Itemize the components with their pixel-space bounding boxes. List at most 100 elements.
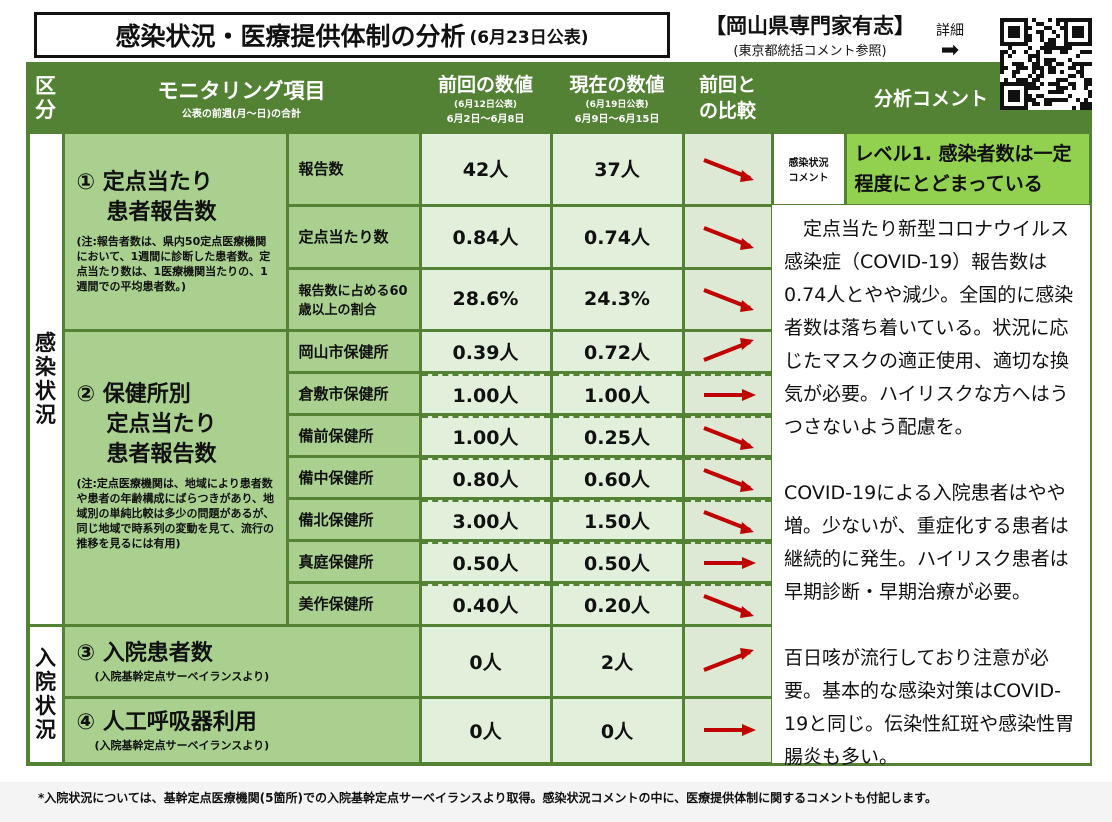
row-current-value: 0.50人 bbox=[552, 541, 682, 581]
row-prev-value: 42人 bbox=[421, 133, 550, 204]
row-label: 岡山市保健所 bbox=[288, 331, 419, 371]
row-label: 報告数 bbox=[288, 133, 419, 204]
row-current-value: 0.72人 bbox=[552, 331, 682, 371]
header-prev-label: 前回の数値 bbox=[437, 74, 533, 96]
row-prev-value: 0人 bbox=[421, 626, 550, 696]
prev-value: 1.00人 bbox=[452, 384, 519, 407]
row-label-text: 備北保健所 bbox=[298, 510, 374, 529]
arrow-up-icon bbox=[702, 338, 754, 362]
row-prev-value: 0.39人 bbox=[421, 331, 550, 371]
prev-value: 1.00人 bbox=[452, 426, 519, 449]
current-value: 1.00人 bbox=[584, 384, 650, 407]
row-current-value: 37人 bbox=[552, 133, 682, 204]
row-prev-value: 0.40人 bbox=[421, 583, 550, 624]
row-current-value: 2人 bbox=[552, 626, 682, 696]
row-label: 備中保健所 bbox=[288, 457, 419, 497]
row-compare bbox=[684, 331, 771, 371]
row-compare bbox=[684, 541, 771, 581]
row-current-value: 1.00人 bbox=[552, 373, 682, 413]
header-kubun: 区分 bbox=[29, 64, 62, 131]
row-prev-value: 1.00人 bbox=[421, 415, 550, 455]
row-label-text: 真庭保健所 bbox=[298, 552, 374, 571]
group-title: ③ 入院患者数 bbox=[76, 640, 213, 666]
row-label-text: 岡山市保健所 bbox=[298, 342, 389, 361]
row-label: 定点当たり数 bbox=[288, 206, 419, 267]
arrow-flat-icon bbox=[703, 724, 756, 736]
prev-value: 0.84人 bbox=[452, 227, 519, 249]
row-current-value: 0.60人 bbox=[552, 457, 682, 497]
row-label-text: 備前保健所 bbox=[298, 426, 374, 445]
row-prev-value: 1.00人 bbox=[421, 373, 550, 413]
arrow-right-icon: ➡ bbox=[940, 38, 960, 63]
row-label-text: 倉敷市保健所 bbox=[298, 384, 389, 403]
row-label-text: 美作保健所 bbox=[298, 595, 374, 613]
header-item: モニタリング項目 公表の前週(月～日)の合計 bbox=[64, 64, 419, 131]
row-compare bbox=[684, 133, 771, 204]
detail-link[interactable]: 詳細 ➡ bbox=[936, 20, 964, 62]
comment-paragraph: 百日咳が流行しており注意が必要。基本的な感染対策はCOVID-19と同じ。伝染性… bbox=[784, 647, 1075, 768]
row-label: 真庭保健所 bbox=[288, 541, 419, 581]
arrow-down-icon bbox=[702, 467, 754, 492]
prev-value: 0.50人 bbox=[452, 552, 519, 575]
row-compare bbox=[684, 583, 771, 624]
row-current-value: 0.25人 bbox=[552, 415, 682, 455]
row-label: 美作保健所 bbox=[288, 583, 419, 624]
row-label-text: 備中保健所 bbox=[298, 468, 374, 487]
header-item-label: モニタリング項目 bbox=[157, 79, 326, 103]
row-prev-value: 0.84人 bbox=[421, 206, 550, 267]
header-cur: 現在の数値 (6月19日公表) 6月9日～6月15日 bbox=[552, 64, 682, 131]
header-cur-sub1: (6月19日公表) bbox=[585, 100, 649, 110]
row-current-value: 0.74人 bbox=[552, 206, 682, 267]
page-title: 感染状況・医療提供体制の分析 (6月23日公表) bbox=[34, 12, 670, 58]
category-hospital: 入院状況 bbox=[29, 626, 62, 762]
header-prev-sub2: 6月2日～6月8日 bbox=[446, 114, 525, 125]
current-value: 0.25人 bbox=[584, 426, 650, 449]
row-label-text: 報告数に占める60歳以上の割合 bbox=[298, 284, 408, 318]
group-title: ④ 人工呼吸器利用 bbox=[76, 709, 257, 735]
header-compare: 前回との比較 bbox=[684, 64, 771, 131]
prev-value: 0.39人 bbox=[452, 341, 519, 364]
row-compare bbox=[684, 373, 771, 413]
expert-name: 【岡山県専門家有志】 bbox=[705, 14, 915, 38]
comment-paragraph: 定点当たり新型コロナウイルス感染症（COVID-19）報告数は0.74人とやや減… bbox=[784, 218, 1074, 438]
current-value: 0.72人 bbox=[584, 341, 650, 364]
group-title: 患者報告数 bbox=[106, 441, 217, 467]
expert-heading: 【岡山県専門家有志】 (東京都統括コメント参照) bbox=[690, 10, 930, 59]
group-3: ③ 入院患者数 (入院基幹定点サーベイランスより) bbox=[64, 626, 419, 696]
current-value: 1.50人 bbox=[584, 510, 650, 533]
expert-note: (東京都統括コメント参照) bbox=[733, 44, 887, 59]
comment-tag: 感染状況コメント bbox=[773, 133, 844, 204]
header-cur-label: 現在の数値 bbox=[569, 74, 665, 96]
row-prev-value: 0人 bbox=[421, 698, 550, 762]
category-infection: 感染状況 bbox=[29, 133, 62, 624]
row-prev-value: 28.6% bbox=[421, 269, 550, 329]
group-1: ① 定点当たり 患者報告数 (注:報告者数は、県内50定点医療機関において、1週間に… bbox=[64, 133, 286, 329]
row-prev-value: 3.00人 bbox=[421, 499, 550, 539]
row-compare bbox=[684, 415, 771, 455]
prev-value: 0.80人 bbox=[452, 468, 519, 491]
group-note: (入院基幹定点サーベイランスより) bbox=[94, 669, 270, 683]
title-date: (6月23日公表) bbox=[469, 27, 589, 48]
header-comment-label: 分析コメント bbox=[873, 88, 988, 110]
arrow-flat-icon bbox=[703, 556, 756, 569]
prev-value: 3.00人 bbox=[452, 510, 519, 533]
group-note: (注:報告者数は、県内50定点医療機関において、1週間に診断した患者数。定点当た… bbox=[76, 235, 271, 293]
qr-code-icon[interactable] bbox=[1000, 18, 1092, 110]
current-value: 0.50人 bbox=[584, 552, 650, 575]
row-current-value: 0.20人 bbox=[552, 583, 682, 624]
category-hospital-label: 入院状況 bbox=[35, 646, 56, 742]
arrow-down-icon bbox=[702, 509, 754, 534]
group-title: ② 保健所別 bbox=[76, 381, 191, 407]
current-value: 0.74人 bbox=[584, 227, 650, 249]
level-text: レベル1. 感染者数は一定程度にとどまっている bbox=[854, 142, 1072, 195]
row-current-value: 24.3% bbox=[552, 269, 682, 329]
row-prev-value: 0.80人 bbox=[421, 457, 550, 497]
current-value: 0.60人 bbox=[584, 468, 650, 491]
arrow-down-icon bbox=[702, 225, 754, 250]
row-compare bbox=[684, 269, 771, 329]
group-note: (注:定点医療機関は、地域により患者数や患者の年齢構成にばらつきがあり、地域別の… bbox=[76, 476, 275, 550]
row-label-text: 報告数 bbox=[298, 160, 344, 178]
row-compare bbox=[684, 206, 771, 267]
group-title: ① 定点当たり bbox=[76, 170, 213, 195]
row-compare bbox=[684, 698, 771, 762]
